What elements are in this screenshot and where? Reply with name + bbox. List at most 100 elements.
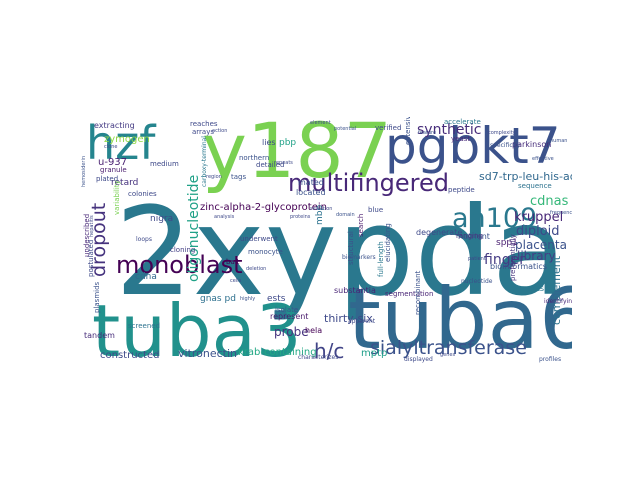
cloud-word: hela bbox=[305, 326, 323, 335]
cloud-word: u-937 bbox=[98, 157, 128, 168]
cloud-word: recombinant bbox=[414, 270, 422, 315]
cloud-word: frequency bbox=[550, 210, 572, 216]
cloud-word: parkinson bbox=[512, 140, 552, 149]
cloud-word: domain bbox=[336, 212, 355, 218]
cloud-word: library bbox=[517, 249, 556, 263]
cloud-word: monoblast bbox=[116, 251, 243, 279]
cloud-word: probe bbox=[274, 325, 309, 339]
cloud-word: krab-containing bbox=[238, 347, 317, 358]
cloud-word: blue bbox=[368, 206, 384, 214]
cloud-word: zymogen bbox=[104, 134, 150, 145]
cloud-word: verified bbox=[375, 124, 402, 132]
cloud-word: constructed bbox=[100, 350, 160, 361]
cloud-word: elucidating bbox=[384, 223, 392, 262]
cloud-word: detailed bbox=[256, 161, 285, 169]
cloud-word: sd7-trp-leu-his-ade bbox=[479, 170, 572, 183]
cloud-word: identifying bbox=[544, 298, 572, 305]
cloud-word: connects bbox=[508, 284, 545, 293]
cloud-word: pgbkt7 bbox=[385, 117, 561, 175]
cloud-word: cdnas bbox=[530, 194, 569, 209]
cloud-word: deletion bbox=[246, 266, 267, 272]
cloud-word: northern bbox=[239, 154, 270, 162]
cloud-word: cloning bbox=[170, 246, 196, 254]
cloud-word: genes bbox=[440, 352, 456, 358]
cloud-word: ah109 bbox=[452, 203, 538, 234]
cloud-word: colonies bbox=[128, 190, 157, 198]
cloud-word: yeast bbox=[451, 135, 471, 143]
cloud-word: kruppel bbox=[514, 210, 564, 225]
cloud-word: vitronectin bbox=[178, 347, 238, 360]
cloud-word: accelerate bbox=[444, 118, 481, 126]
cloud-word: nutrient bbox=[458, 232, 490, 241]
cloud-word: nigra bbox=[150, 214, 174, 224]
cloud-word: region bbox=[206, 174, 222, 180]
cloud-word: apparent bbox=[348, 318, 376, 325]
cloud-word: repeats bbox=[274, 160, 293, 166]
cloud-word: monocyte bbox=[248, 248, 283, 256]
cloud-word: mated bbox=[298, 178, 324, 187]
cloud-word: finger bbox=[484, 252, 525, 268]
cloud-word: pbp bbox=[279, 138, 297, 148]
cloud-word: extensive bbox=[404, 117, 412, 145]
cloud-word: clone bbox=[104, 144, 118, 150]
cloud-word: diploid bbox=[516, 224, 560, 239]
cloud-word: search bbox=[357, 213, 365, 237]
cloud-word: gnas pd bbox=[200, 294, 236, 304]
cloud-word: screened bbox=[128, 322, 161, 330]
cloud-word: retard bbox=[111, 178, 139, 188]
cloud-word: element bbox=[310, 120, 331, 126]
cloud-word: cdna bbox=[135, 272, 157, 282]
cloud-word: thirty-six bbox=[324, 312, 373, 325]
cloud-word: isolate bbox=[275, 306, 299, 314]
cloud-word: medium bbox=[150, 160, 179, 168]
cloud-word: nucleotide bbox=[461, 278, 493, 285]
cloud-word: action bbox=[212, 128, 228, 134]
cloud-word: patient bbox=[468, 256, 486, 262]
cloud-word: granule bbox=[100, 166, 127, 174]
cloud-word: characterizes bbox=[298, 354, 339, 361]
cloud-word: effective bbox=[532, 156, 554, 162]
cloud-word: potential bbox=[334, 126, 357, 132]
cloud-word: multifingered bbox=[288, 169, 450, 197]
cloud-word: plated bbox=[96, 175, 119, 183]
word-cloud: 2xypda tuba6 tuba3 y187 pgbkt7 hzf multi… bbox=[80, 117, 572, 364]
cloud-word: zinc-alpha-2-glycoprotein bbox=[200, 202, 327, 213]
cloud-word: bait bbox=[226, 258, 240, 266]
cloud-word: complement bbox=[550, 255, 563, 325]
cloud-word: synthetic bbox=[417, 122, 482, 138]
cloud-word: 2xypda bbox=[115, 181, 567, 323]
cloud-word: highly bbox=[240, 296, 256, 302]
cloud-word: substantia bbox=[334, 286, 376, 295]
cloud-word: extracting bbox=[94, 121, 135, 130]
cloud-word: placenta bbox=[515, 238, 567, 252]
cloud-word: segmentation bbox=[385, 290, 434, 298]
cloud-word: sialyltransferase bbox=[370, 337, 527, 359]
cloud-word: represent bbox=[270, 312, 309, 321]
cloud-word: proteins bbox=[290, 214, 311, 220]
cloud-word: displayed bbox=[404, 356, 433, 363]
cloud-word: cells bbox=[230, 278, 242, 284]
cloud-word: ranging bbox=[456, 232, 483, 240]
cloud-word: plasmids bbox=[93, 281, 101, 313]
cloud-word: human bbox=[550, 138, 568, 144]
cloud-word: hemosiderin bbox=[81, 155, 87, 187]
cloud-word: reaches bbox=[190, 120, 218, 128]
cloud-word: analysis bbox=[214, 214, 235, 220]
cloud-word: underwent bbox=[240, 235, 278, 243]
cloud-word: mptp bbox=[361, 348, 388, 359]
cloud-word: complexity bbox=[488, 130, 516, 136]
cloud-word: h/c bbox=[314, 339, 345, 363]
cloud-word: degenerate bbox=[416, 228, 463, 237]
cloud-word: hepatitis bbox=[89, 215, 95, 237]
cloud-word: peptide bbox=[448, 186, 475, 194]
cloud-word: bioinformatics bbox=[490, 262, 547, 271]
cloud-word: loops bbox=[136, 236, 152, 243]
cloud-word: spp1 bbox=[496, 238, 518, 248]
cloud-word: located bbox=[296, 188, 326, 197]
cloud-word: preferentially bbox=[509, 234, 517, 281]
cloud-word: ests bbox=[267, 294, 286, 304]
cloud-word: tags bbox=[231, 173, 247, 181]
cloud-word: tandem bbox=[84, 331, 115, 340]
cloud-word: specificity bbox=[490, 142, 521, 149]
cloud-word: sequence bbox=[518, 182, 552, 190]
